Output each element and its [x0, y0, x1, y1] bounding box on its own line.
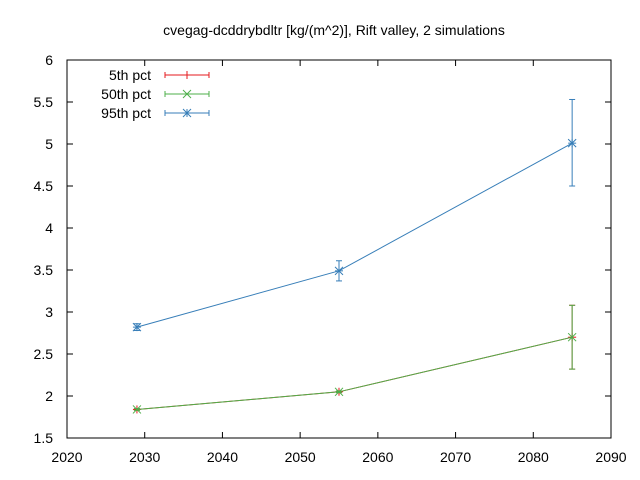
x-tick-label: 2060	[362, 449, 393, 465]
legend: 5th pct 50th pct 95th pct	[101, 67, 210, 121]
legend-marker	[183, 71, 191, 79]
y-tick-label: 4	[45, 220, 53, 236]
x-tick-label: 2070	[440, 449, 471, 465]
data-point	[132, 322, 142, 332]
data-point-stroke	[132, 322, 142, 332]
series-group	[132, 304, 577, 414]
data-point-stroke	[567, 332, 577, 342]
data-point	[334, 387, 344, 397]
legend-label: 50th pct	[101, 86, 151, 102]
data-point-stroke	[334, 387, 344, 397]
legend-marker	[182, 108, 192, 118]
legend-marker	[182, 89, 192, 99]
series-line	[136, 336, 573, 410]
y-tick-label: 1.5	[34, 430, 54, 446]
legend-label: 5th pct	[109, 67, 151, 83]
x-tick-label: 2040	[207, 449, 238, 465]
axes-layer: 2020 2030 2040 2050 2060 2070 2080 2090 1.5 2 2.5 3…	[34, 52, 627, 465]
legend-label: 95th pct	[101, 105, 151, 121]
series-group	[132, 304, 577, 414]
data-point-stroke	[334, 266, 344, 276]
legend-marker-stroke	[182, 108, 192, 118]
y-tick-label: 3	[45, 304, 53, 320]
data-point	[567, 138, 577, 148]
y-tick-label: 6	[45, 52, 53, 68]
series-group	[132, 98, 577, 332]
legend-marker-stroke	[182, 89, 192, 99]
x-tick-label: 2050	[285, 449, 316, 465]
plot-frame	[66, 59, 612, 439]
data-point	[567, 332, 577, 342]
x-tick-label: 2030	[129, 449, 160, 465]
data-point	[132, 405, 142, 414]
y-tick-label: 3.5	[34, 262, 54, 278]
y-tick-label: 5.5	[34, 94, 54, 110]
data-point	[334, 266, 344, 276]
x-tick-label: 2020	[51, 449, 82, 465]
y-tick-label: 2	[45, 388, 53, 404]
chart-title: cvegag-dcddrybdltr [kg/(m^2)], Rift vall…	[163, 22, 505, 38]
data-point-stroke	[132, 405, 142, 414]
series-line	[136, 336, 573, 410]
series-layer	[132, 98, 577, 414]
x-tick-label: 2080	[518, 449, 549, 465]
x-tick-label: 2090	[595, 449, 626, 465]
y-tick-label: 2.5	[34, 346, 54, 362]
series-line	[136, 142, 573, 328]
data-point-stroke	[567, 138, 577, 148]
y-tick-label: 5	[45, 136, 53, 152]
y-tick-label: 4.5	[34, 178, 54, 194]
